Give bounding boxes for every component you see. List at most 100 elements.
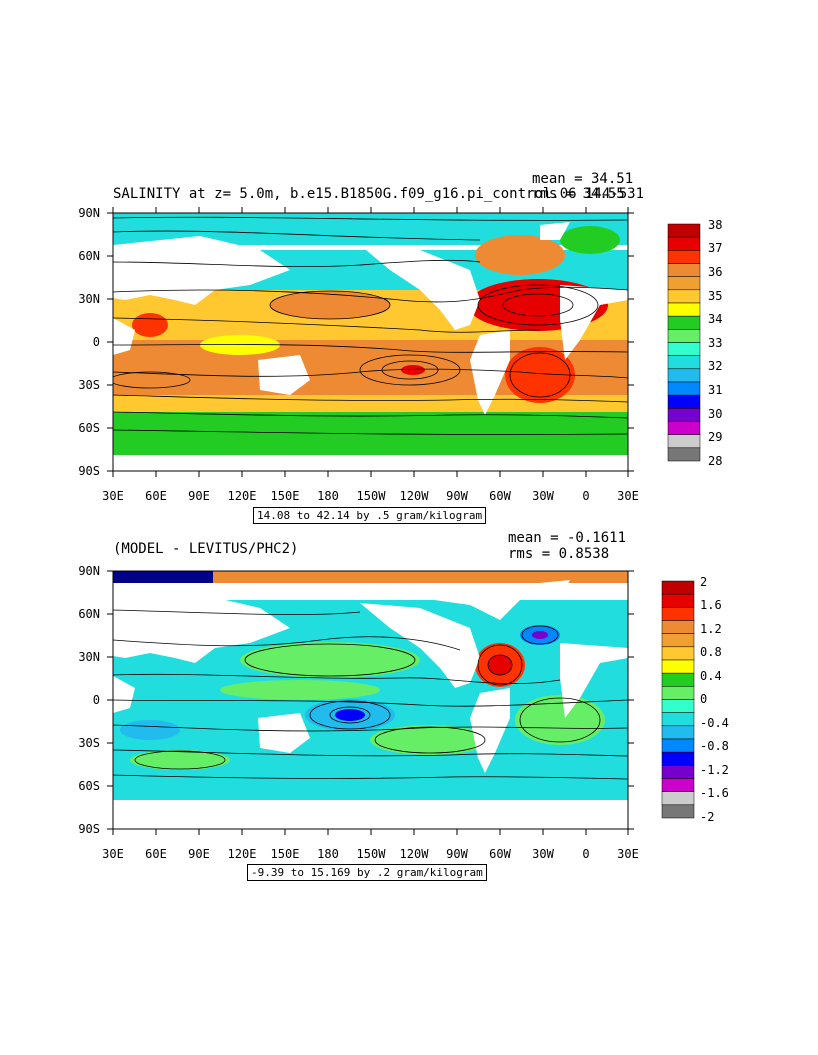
lon-label: 150E: [270, 489, 300, 503]
tick-marks: [107, 570, 634, 835]
africa-land-west: [113, 318, 135, 355]
lon-label: 30E: [102, 489, 124, 503]
lon-label: 90E: [188, 489, 210, 503]
colorbar-label: 2: [700, 575, 708, 589]
colorbar-swatch: [661, 738, 695, 753]
colorbar-label: -1.2: [700, 763, 729, 777]
panel-title: SALINITY at z= 5.0m, b.e15.B1850G.f09_g1…: [113, 186, 645, 202]
lon-label: 120E: [227, 489, 257, 503]
lon-label: 90W: [446, 489, 468, 503]
colorbar-label: 32: [708, 359, 723, 373]
lat-label: 60N: [78, 607, 100, 621]
colorbar-label: 36: [708, 265, 723, 279]
lon-label: 120E: [227, 847, 257, 861]
lat-label: 30N: [78, 650, 100, 664]
contour-info-box: -9.39 to 15.169 by .2 gram/kilogram: [247, 864, 487, 881]
lat-label: 60N: [78, 249, 100, 263]
lat-label: 30N: [78, 292, 100, 306]
colorbar-swatch: [661, 751, 695, 766]
lon-label: 30E: [617, 489, 639, 503]
colorbar-swatch: [661, 804, 695, 819]
lon-label: 60E: [145, 489, 167, 503]
colorbar-label: 33: [708, 336, 723, 350]
lon-label: 150E: [270, 847, 300, 861]
colorbar-swatch: [661, 778, 695, 792]
antarctica-land: [113, 800, 628, 829]
lon-label: 120W: [399, 489, 429, 503]
colorbar-label: 31: [708, 383, 723, 397]
salinity-colorbar: [667, 223, 701, 462]
colorbar-label: -1.6: [700, 786, 729, 800]
colorbar-swatch: [661, 580, 695, 595]
colorbar-swatch: [661, 765, 695, 779]
lon-label: 90E: [188, 847, 210, 861]
colorbar-label: 1.2: [700, 622, 722, 636]
lat-label: 0: [92, 335, 100, 349]
lat-label: 90N: [78, 564, 100, 578]
colorbar-label: 29: [708, 430, 723, 444]
lon-label: 60W: [489, 489, 511, 503]
colorbar-swatch: [661, 672, 695, 687]
colorbar-label: 35: [708, 289, 723, 303]
lon-label: 60E: [145, 847, 167, 861]
australia-land: [258, 355, 310, 395]
difference-colorbar: [661, 580, 695, 819]
australia-land: [258, 713, 310, 753]
colorbar-swatch: [661, 791, 695, 806]
lon-label: 30E: [617, 847, 639, 861]
lon-label: 120W: [399, 847, 429, 861]
lon-label: 180: [317, 489, 339, 503]
europe-africa-land: [560, 643, 628, 718]
colorbar-label: 1.6: [700, 598, 722, 612]
greenland-land: [540, 222, 570, 240]
colorbar-label: 0.8: [700, 645, 722, 659]
tick-marks: [107, 207, 634, 477]
colorbar-label: 37: [708, 241, 723, 255]
antarctica-land: [113, 455, 628, 471]
colorbar-swatch: [661, 659, 695, 674]
lon-label: 60W: [489, 847, 511, 861]
arctic-positive-band: [113, 571, 628, 583]
lat-label: 0: [92, 693, 100, 707]
colorbar-swatch: [661, 607, 695, 621]
mean-value: mean = 34.51: [532, 171, 634, 187]
colorbar-label: 30: [708, 407, 723, 421]
lon-label: 30W: [532, 847, 554, 861]
north-america-land: [360, 603, 480, 688]
colorbar-swatch: [661, 712, 695, 727]
eurasia-land: [113, 236, 290, 305]
colorbar-swatch: [661, 593, 695, 608]
south-america-land: [470, 688, 510, 773]
lat-label: 30S: [78, 378, 100, 392]
colorbar-swatch: [661, 699, 695, 713]
colorbar-swatch: [661, 646, 695, 661]
lon-label: 150W: [356, 847, 386, 861]
africa-land-west: [113, 676, 135, 713]
south-america-land: [470, 330, 510, 415]
colorbar-label: 38: [708, 218, 723, 232]
colorbar-label: 34: [708, 312, 723, 326]
colorbar-label: -0.8: [700, 739, 729, 753]
colorbar-swatch: [661, 725, 695, 740]
colorbar-swatch: [667, 447, 701, 462]
lon-label: 30E: [102, 847, 124, 861]
rms-value: rms = 0.8538: [508, 546, 610, 562]
lon-label: 0: [582, 489, 590, 503]
north-america-land: [360, 245, 480, 330]
colorbar-swatch: [661, 686, 695, 700]
lat-label: 90S: [78, 464, 100, 478]
lat-label: 90S: [78, 822, 100, 836]
colorbar-label: -2: [700, 810, 715, 824]
contour-info-box: 14.08 to 42.14 by .5 gram/kilogram: [253, 507, 487, 524]
colorbar-label: 0.4: [700, 669, 722, 683]
mean-value: mean = -0.1611: [508, 530, 627, 546]
lon-label: 30W: [532, 489, 554, 503]
lat-label: 90N: [78, 206, 100, 220]
rms-value: rms = 34.55: [532, 186, 625, 202]
colorbar-label: -0.4: [700, 716, 729, 730]
lon-label: 0: [582, 847, 590, 861]
south-pacific-salinity-max: [401, 365, 425, 375]
colorbar-swatch: [661, 620, 695, 634]
panel-title: (MODEL - LEVITUS/PHC2): [113, 541, 299, 557]
